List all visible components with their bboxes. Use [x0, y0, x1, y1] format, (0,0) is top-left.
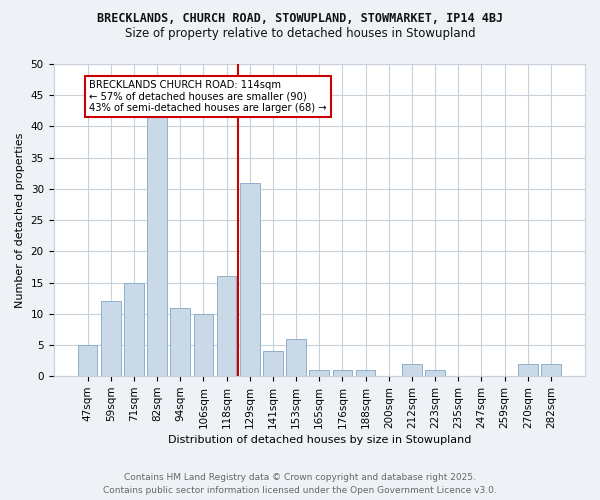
Bar: [240, 182, 260, 376]
Bar: [147, 114, 167, 376]
Bar: [541, 364, 561, 376]
Bar: [425, 370, 445, 376]
Bar: [263, 351, 283, 376]
Bar: [402, 364, 422, 376]
Bar: [356, 370, 376, 376]
Bar: [124, 282, 144, 376]
Bar: [170, 308, 190, 376]
Text: BRECKLANDS CHURCH ROAD: 114sqm
← 57% of detached houses are smaller (90)
43% of : BRECKLANDS CHURCH ROAD: 114sqm ← 57% of …: [89, 80, 327, 113]
Bar: [194, 314, 213, 376]
Bar: [101, 302, 121, 376]
Text: BRECKLANDS, CHURCH ROAD, STOWUPLAND, STOWMARKET, IP14 4BJ: BRECKLANDS, CHURCH ROAD, STOWUPLAND, STO…: [97, 12, 503, 26]
Text: Contains HM Land Registry data © Crown copyright and database right 2025.
Contai: Contains HM Land Registry data © Crown c…: [103, 473, 497, 495]
Bar: [217, 276, 236, 376]
X-axis label: Distribution of detached houses by size in Stowupland: Distribution of detached houses by size …: [167, 435, 471, 445]
Bar: [332, 370, 352, 376]
Y-axis label: Number of detached properties: Number of detached properties: [15, 132, 25, 308]
Bar: [286, 338, 306, 376]
Bar: [518, 364, 538, 376]
Text: Size of property relative to detached houses in Stowupland: Size of property relative to detached ho…: [125, 28, 475, 40]
Bar: [310, 370, 329, 376]
Bar: [77, 345, 97, 376]
